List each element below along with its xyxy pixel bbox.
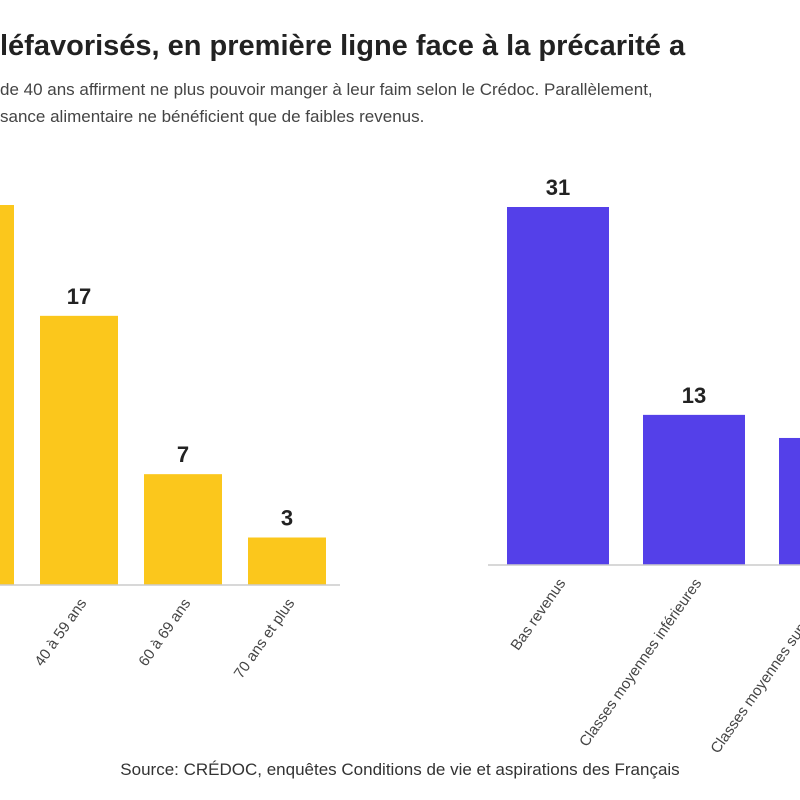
x-tick-label: Classes moyennes inférieures xyxy=(576,576,705,750)
bar xyxy=(643,414,745,565)
value-label: 7 xyxy=(177,442,189,467)
value-label: 31 xyxy=(546,175,570,200)
x-tick-label: 70 ans et plus xyxy=(231,596,299,682)
value-label: 17 xyxy=(67,284,91,309)
x-tick-label: Bas revenus xyxy=(508,576,570,654)
subtitle: sance alimentaire ne bénéficient que de … xyxy=(0,107,424,126)
bar xyxy=(40,315,118,585)
bar xyxy=(779,437,800,565)
bar xyxy=(248,537,326,585)
bar xyxy=(0,205,14,585)
chart-title: léfavorisés, en première ligne face à la… xyxy=(0,30,686,62)
source: Source: CRÉDOC, enquêtes Conditions de v… xyxy=(120,760,679,779)
value-label: 3 xyxy=(281,506,293,531)
subtitle: de 40 ans affirment ne plus pouvoir mang… xyxy=(0,80,653,99)
bar xyxy=(507,207,609,565)
value-label: 13 xyxy=(682,383,706,408)
x-tick-label: Classes moyennes supérieures xyxy=(707,576,800,757)
x-tick-label: 40 à 59 ans xyxy=(31,596,90,670)
bar xyxy=(144,474,222,585)
x-tick-label: 60 à 69 ans xyxy=(135,596,194,670)
